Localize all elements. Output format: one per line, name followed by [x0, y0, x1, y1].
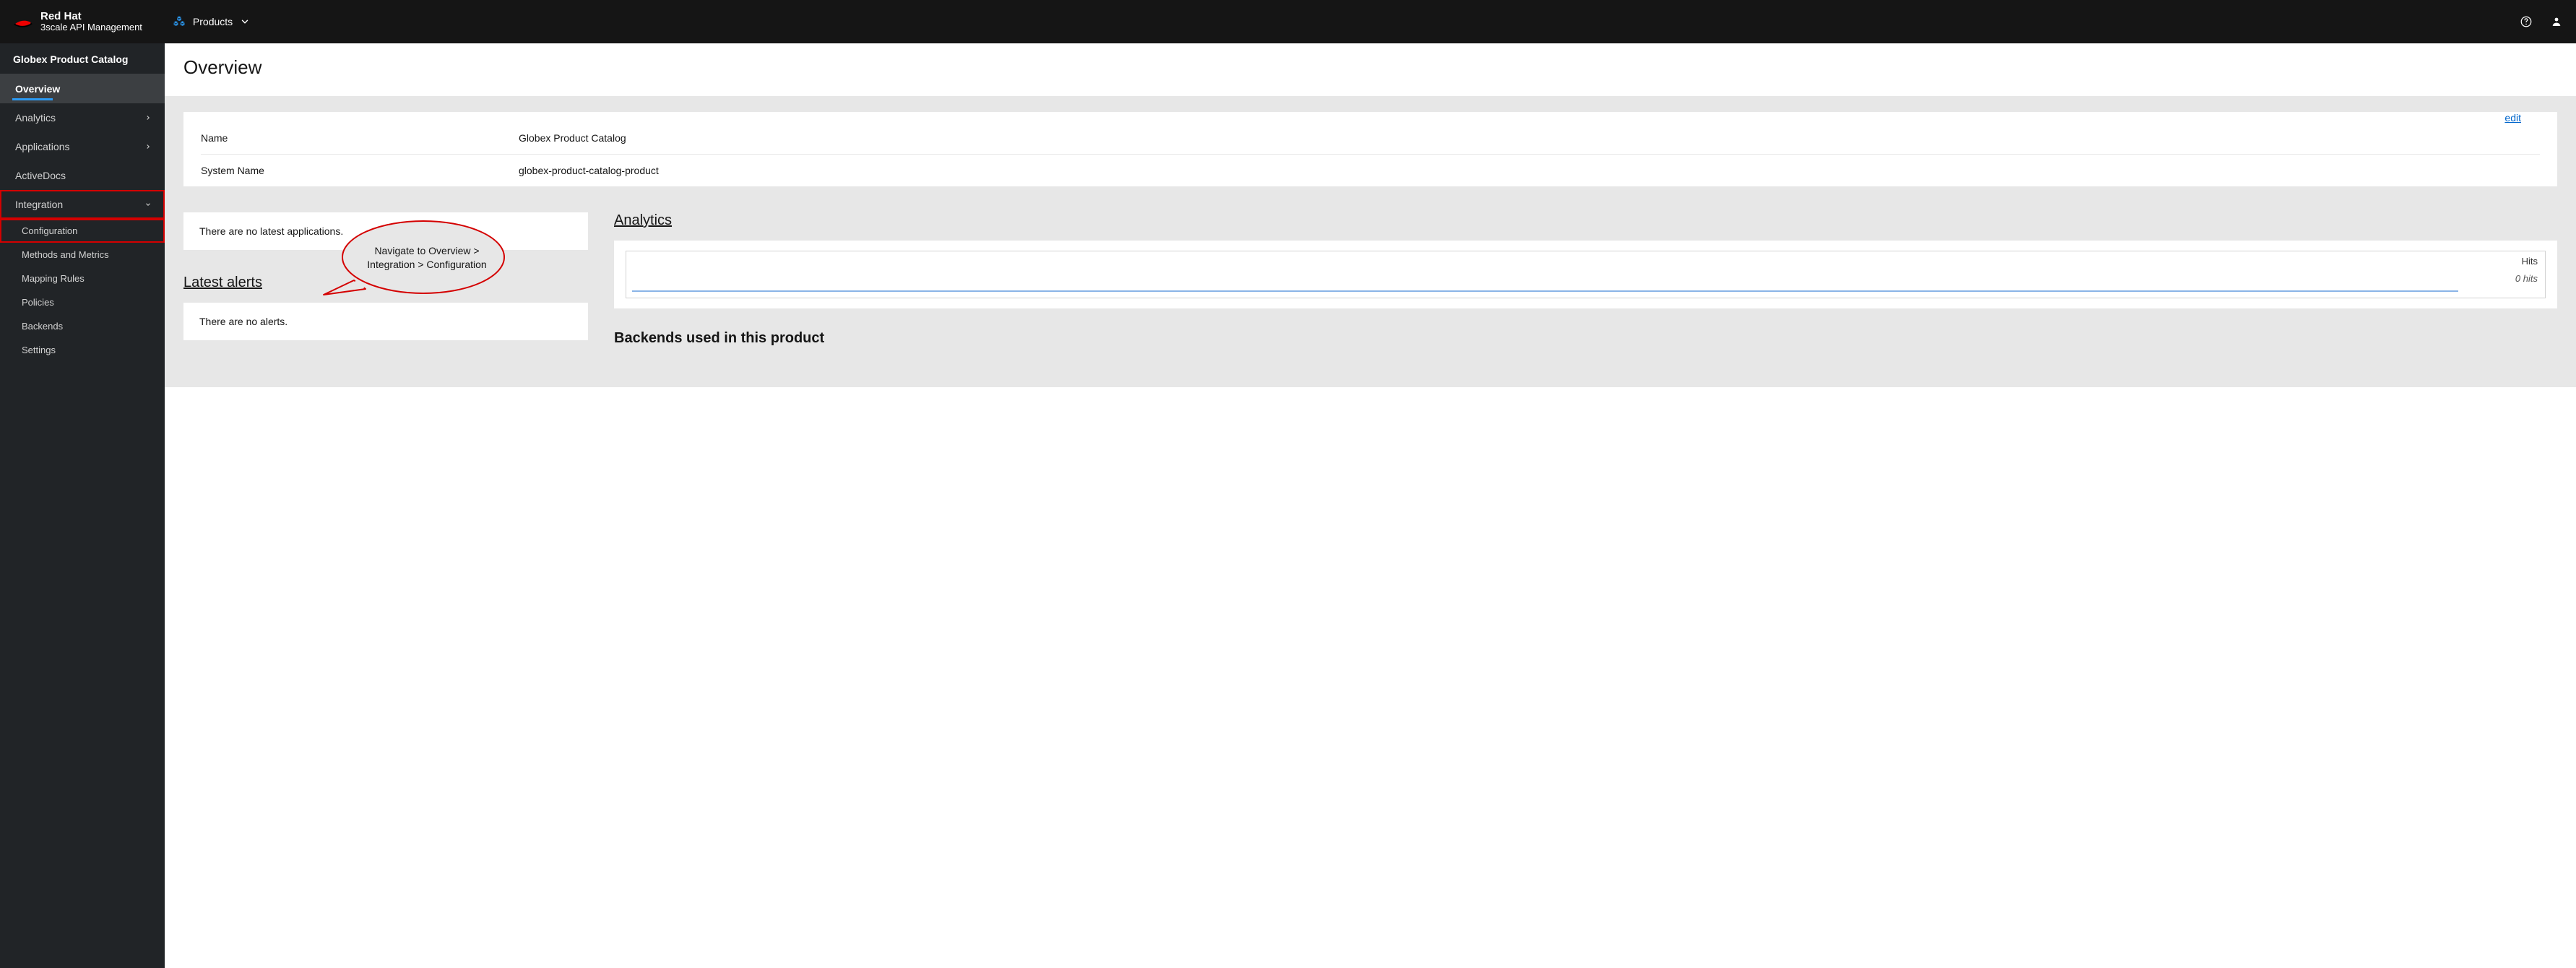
latest-applications-card: There are no latest applications.	[183, 212, 588, 250]
main-content: Overview edit Name Globex Product Catalo…	[165, 43, 2576, 968]
sidebar-item-applications[interactable]: Applications	[0, 132, 165, 161]
brand-name-bottom: 3scale API Management	[40, 22, 142, 33]
analytics-heading[interactable]: Analytics	[614, 212, 2557, 229]
sidebar-item-activedocs[interactable]: ActiveDocs	[0, 161, 165, 190]
chevron-right-icon	[144, 114, 152, 121]
brand: Red Hat 3scale API Management	[13, 11, 142, 33]
chevron-right-icon	[144, 143, 152, 150]
analytics-chart-card: Hits 0 hits	[614, 241, 2557, 308]
sidebar-item-label: Analytics	[15, 112, 56, 124]
sidebar-item-label: ActiveDocs	[15, 170, 66, 181]
topbar: Red Hat 3scale API Management Products	[0, 0, 2576, 43]
sidebar-sub-mapping-rules[interactable]: Mapping Rules	[0, 267, 165, 290]
sidebar-sub-methods-metrics[interactable]: Methods and Metrics	[0, 243, 165, 267]
sidebar-sub-configuration[interactable]: Configuration	[0, 219, 165, 243]
info-system-label: System Name	[201, 165, 519, 176]
hits-series-line	[632, 290, 2458, 292]
latest-alerts-heading[interactable]: Latest alerts	[183, 275, 588, 291]
latest-applications-empty: There are no latest applications.	[199, 225, 343, 237]
latest-alerts-empty: There are no alerts.	[199, 316, 288, 327]
hits-value: 0 hits	[2515, 273, 2538, 284]
latest-alerts-card: There are no alerts.	[183, 303, 588, 340]
info-system-value: globex-product-catalog-product	[519, 165, 659, 176]
products-label: Products	[193, 16, 233, 27]
redhat-logo-icon	[13, 14, 33, 30]
sidebar-item-overview[interactable]: Overview	[0, 74, 165, 103]
products-icon	[173, 15, 186, 28]
page-title: Overview	[183, 56, 2557, 79]
product-info-card: Name Globex Product Catalog System Name …	[183, 112, 2557, 186]
products-dropdown[interactable]: Products	[173, 15, 250, 28]
backends-heading: Backends used in this product	[614, 330, 2557, 347]
chevron-down-icon	[144, 201, 152, 208]
sidebar-item-label: Overview	[15, 83, 60, 95]
sidebar-item-label: Applications	[15, 141, 70, 152]
sidebar-sub-backends[interactable]: Backends	[0, 314, 165, 338]
hits-label: Hits	[2522, 256, 2538, 267]
help-icon[interactable]	[2520, 15, 2533, 28]
sidebar-context-title: Globex Product Catalog	[0, 43, 165, 74]
sidebar-item-integration[interactable]: Integration	[0, 190, 165, 219]
sidebar-item-label: Integration	[15, 199, 63, 210]
sidebar-item-analytics[interactable]: Analytics	[0, 103, 165, 132]
chevron-down-icon	[240, 17, 250, 27]
info-name-label: Name	[201, 132, 519, 144]
user-icon[interactable]	[2550, 15, 2563, 28]
hits-chart: Hits 0 hits	[626, 251, 2546, 298]
sidebar-sub-policies[interactable]: Policies	[0, 290, 165, 314]
info-name-value: Globex Product Catalog	[519, 132, 626, 144]
edit-link[interactable]: edit	[2504, 112, 2521, 124]
brand-name-top: Red Hat	[40, 11, 142, 23]
sidebar: Globex Product Catalog Overview Analytic…	[0, 43, 165, 968]
sidebar-sub-settings[interactable]: Settings	[0, 338, 165, 362]
